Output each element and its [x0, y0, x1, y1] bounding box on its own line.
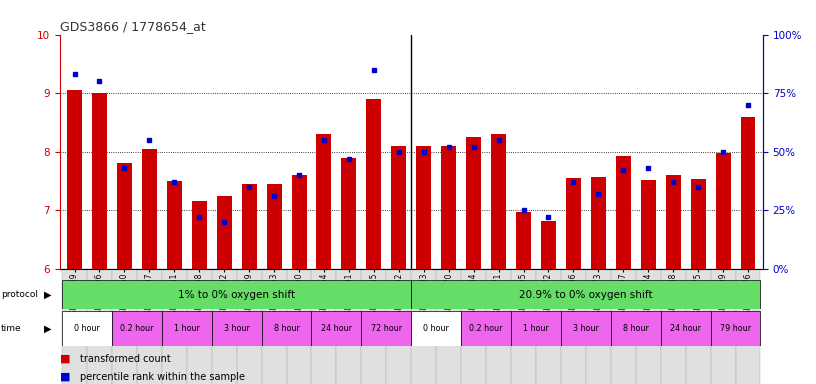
- Text: 24 hour: 24 hour: [321, 324, 352, 333]
- Bar: [411, 311, 461, 346]
- Text: GDS3866 / 1778654_at: GDS3866 / 1778654_at: [60, 20, 206, 33]
- Bar: [361, 269, 386, 384]
- Text: 1% to 0% oxygen shift: 1% to 0% oxygen shift: [178, 290, 295, 300]
- Bar: [735, 269, 761, 384]
- Bar: [211, 311, 262, 346]
- Text: 72 hour: 72 hour: [370, 324, 402, 333]
- Text: ▶: ▶: [44, 290, 51, 300]
- Bar: [591, 177, 605, 269]
- Bar: [62, 280, 411, 309]
- Bar: [312, 269, 336, 384]
- Bar: [162, 269, 187, 384]
- Bar: [62, 269, 87, 384]
- Text: 1 hour: 1 hour: [174, 324, 200, 333]
- Bar: [112, 269, 137, 384]
- Bar: [416, 146, 431, 269]
- Bar: [661, 311, 711, 346]
- Bar: [87, 269, 112, 384]
- Bar: [566, 178, 581, 269]
- Bar: [611, 269, 636, 384]
- Bar: [486, 269, 511, 384]
- Text: 0.2 hour: 0.2 hour: [469, 324, 503, 333]
- Bar: [711, 269, 735, 384]
- Bar: [67, 90, 82, 269]
- Bar: [516, 212, 531, 269]
- Bar: [666, 175, 681, 269]
- Bar: [341, 157, 357, 269]
- Bar: [62, 311, 112, 346]
- Bar: [690, 179, 706, 269]
- Text: protocol: protocol: [1, 290, 38, 299]
- Bar: [291, 175, 307, 269]
- Bar: [242, 184, 256, 269]
- Text: ▶: ▶: [44, 323, 51, 333]
- Text: 20.9% to 0% oxygen shift: 20.9% to 0% oxygen shift: [519, 290, 653, 300]
- Bar: [461, 311, 511, 346]
- Text: 0.2 hour: 0.2 hour: [120, 324, 153, 333]
- Bar: [561, 311, 611, 346]
- Bar: [192, 202, 206, 269]
- Bar: [561, 269, 586, 384]
- Bar: [142, 149, 157, 269]
- Text: 0 hour: 0 hour: [424, 324, 449, 333]
- Bar: [411, 280, 761, 309]
- Bar: [286, 269, 312, 384]
- Bar: [117, 164, 132, 269]
- Bar: [511, 311, 561, 346]
- Bar: [366, 99, 381, 269]
- Text: 8 hour: 8 hour: [623, 324, 649, 333]
- Bar: [541, 221, 556, 269]
- Bar: [661, 269, 685, 384]
- Bar: [162, 311, 211, 346]
- Bar: [611, 311, 661, 346]
- Bar: [92, 93, 107, 269]
- Bar: [616, 156, 631, 269]
- Text: ■: ■: [60, 372, 70, 382]
- Bar: [166, 181, 182, 269]
- Bar: [336, 269, 361, 384]
- Bar: [536, 269, 561, 384]
- Text: percentile rank within the sample: percentile rank within the sample: [80, 372, 245, 382]
- Bar: [262, 311, 312, 346]
- Text: 3 hour: 3 hour: [573, 324, 599, 333]
- Text: 79 hour: 79 hour: [720, 324, 751, 333]
- Bar: [441, 146, 456, 269]
- Bar: [740, 117, 756, 269]
- Bar: [685, 269, 711, 384]
- Bar: [491, 134, 506, 269]
- Text: transformed count: transformed count: [80, 354, 171, 364]
- Text: ■: ■: [60, 354, 70, 364]
- Bar: [461, 269, 486, 384]
- Bar: [211, 269, 237, 384]
- Bar: [586, 269, 611, 384]
- Text: 3 hour: 3 hour: [224, 324, 250, 333]
- Bar: [636, 269, 661, 384]
- Bar: [262, 269, 286, 384]
- Bar: [466, 137, 481, 269]
- Text: 0 hour: 0 hour: [74, 324, 100, 333]
- Bar: [217, 195, 232, 269]
- Bar: [392, 146, 406, 269]
- Bar: [267, 184, 282, 269]
- Bar: [716, 153, 730, 269]
- Text: 24 hour: 24 hour: [670, 324, 701, 333]
- Bar: [112, 311, 162, 346]
- Text: time: time: [1, 324, 21, 333]
- Bar: [312, 311, 361, 346]
- Bar: [641, 180, 656, 269]
- Bar: [237, 269, 262, 384]
- Bar: [187, 269, 211, 384]
- Text: 1 hour: 1 hour: [523, 324, 549, 333]
- Text: 8 hour: 8 hour: [273, 324, 299, 333]
- Bar: [411, 269, 437, 384]
- Bar: [137, 269, 162, 384]
- Bar: [711, 311, 761, 346]
- Bar: [317, 134, 331, 269]
- Bar: [361, 311, 411, 346]
- Bar: [386, 269, 411, 384]
- Bar: [437, 269, 461, 384]
- Bar: [511, 269, 536, 384]
